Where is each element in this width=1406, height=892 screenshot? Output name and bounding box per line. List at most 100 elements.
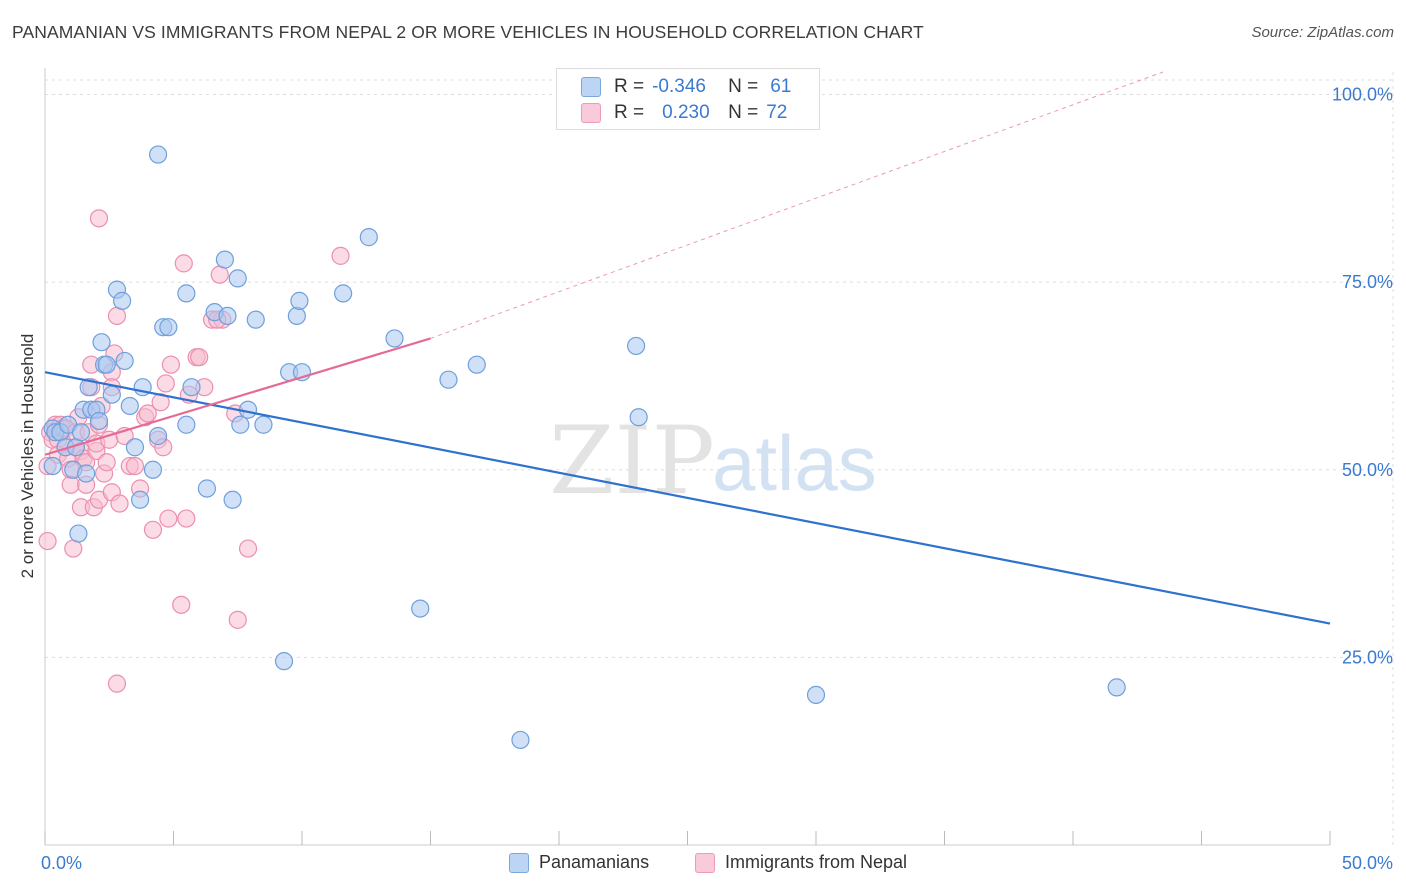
data-point — [143, 460, 163, 479]
data-point — [107, 674, 127, 693]
watermark-atlas: atlas — [712, 419, 877, 507]
data-point — [97, 355, 116, 374]
x-tick-label-right: 50.0% — [1342, 853, 1393, 873]
legend-r-value: 0.230 — [662, 102, 710, 123]
chart-title: PANAMANIAN VS IMMIGRANTS FROM NEPAL 2 OR… — [12, 22, 924, 42]
data-point — [138, 404, 157, 423]
data-point — [89, 209, 109, 228]
legend-r-value: -0.346 — [652, 76, 706, 97]
trend-lines — [44, 71, 1331, 625]
data-point — [69, 524, 88, 543]
legend-n-value: 72 — [766, 102, 788, 123]
data-point — [120, 396, 139, 416]
series-legend: Panamanians Immigrants from Nepal — [0, 852, 1406, 878]
data-point — [61, 475, 80, 494]
data-point — [177, 284, 196, 303]
data-point — [112, 291, 132, 310]
source-label: Source: ZipAtlas.com — [1251, 24, 1394, 41]
x-tick-label-left: 0.0% — [41, 853, 82, 873]
legend-n-label: N = — [728, 102, 759, 123]
series-legend-nepal: Immigrants from Nepal — [695, 852, 907, 873]
data-point — [71, 423, 91, 442]
legend-swatch-blue — [581, 77, 601, 97]
axes — [44, 68, 1331, 846]
data-point — [102, 385, 121, 404]
data-point — [274, 652, 294, 671]
series-swatch-pink — [695, 852, 715, 873]
data-point — [385, 329, 404, 348]
data-point — [197, 479, 217, 498]
data-point — [223, 490, 242, 509]
data-point — [92, 333, 111, 352]
data-point — [43, 456, 62, 476]
series-label-nepal: Immigrants from Nepal — [725, 852, 908, 872]
data-point — [359, 228, 378, 247]
data-point — [148, 145, 168, 164]
data-point — [287, 306, 306, 326]
legend-row-nepal: R = 0.230 N = 72 — [581, 100, 787, 126]
data-point — [182, 378, 201, 397]
y-tick-label: 25.0% — [1342, 647, 1393, 667]
data-point — [159, 509, 178, 528]
data-point — [190, 348, 209, 367]
legend-row-panamanians: R = -0.346 N = 61 — [581, 74, 791, 100]
data-point — [439, 370, 458, 389]
data-point — [411, 599, 430, 618]
data-point — [238, 539, 258, 558]
data-point — [79, 378, 98, 397]
data-point — [143, 520, 163, 539]
nepal-trend-extension — [430, 71, 1164, 339]
data-point — [511, 730, 530, 750]
data-point — [125, 456, 145, 476]
data-point — [290, 291, 309, 310]
data-point — [254, 415, 273, 434]
data-point — [467, 355, 486, 374]
y-tick-label: 50.0% — [1342, 460, 1393, 480]
series-swatch-blue — [509, 852, 529, 873]
data-point — [159, 318, 178, 337]
nepal-trend-line — [44, 337, 431, 456]
data-point — [174, 254, 193, 273]
panamanians-trend-line — [44, 371, 1331, 625]
correlation-legend: R = -0.346 N = 61 R = 0.230 N = 72 — [556, 68, 820, 130]
data-point — [231, 415, 250, 434]
data-point — [125, 438, 145, 457]
data-point — [331, 246, 350, 265]
legend-swatch-pink — [581, 103, 601, 123]
data-point — [97, 453, 116, 472]
data-point — [806, 685, 826, 705]
data-point — [228, 269, 247, 288]
watermark: ZIP atlas — [549, 407, 877, 516]
data-point — [172, 595, 191, 614]
data-point — [89, 411, 109, 431]
data-point — [148, 426, 168, 446]
legend-r-label: R = — [614, 102, 645, 123]
data-point — [156, 374, 175, 393]
legend-n-value: 61 — [770, 76, 792, 97]
data-point — [177, 415, 196, 434]
data-point — [130, 490, 150, 509]
series-legend-panamanians: Panamanians — [509, 852, 649, 873]
data-point — [334, 284, 353, 303]
data-point — [38, 531, 57, 551]
panamanian-points — [43, 145, 1126, 750]
data-point — [626, 336, 646, 356]
data-point — [228, 610, 247, 629]
data-point — [115, 351, 134, 371]
y-tick-label: 75.0% — [1342, 272, 1393, 292]
y-tick-label: 100.0% — [1332, 85, 1393, 105]
data-point — [77, 464, 96, 483]
data-point — [215, 250, 234, 269]
legend-r-label: R = — [614, 76, 645, 97]
data-point — [110, 494, 129, 513]
data-point — [161, 355, 181, 374]
data-point — [218, 306, 237, 326]
legend-n-label: N = — [728, 76, 759, 97]
data-point — [629, 408, 648, 427]
data-point — [177, 509, 196, 528]
tick-labels: 25.0% 50.0% 75.0% 100.0% 0.0% 50.0% — [41, 85, 1393, 873]
series-label-panamanians: Panamanians — [539, 852, 650, 872]
data-point — [1107, 678, 1126, 697]
data-point — [246, 310, 265, 329]
